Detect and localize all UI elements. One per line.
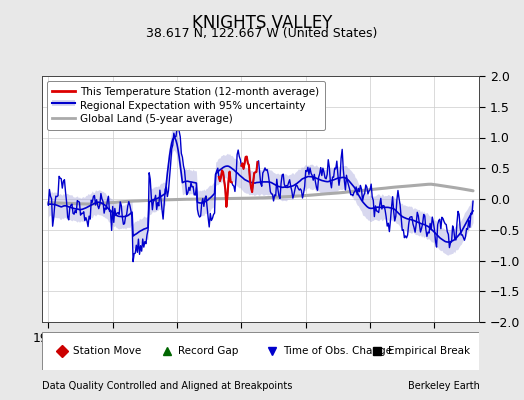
Text: KNIGHTS VALLEY: KNIGHTS VALLEY	[192, 14, 332, 32]
Text: Station Move: Station Move	[72, 346, 141, 356]
Text: Time of Obs. Change: Time of Obs. Change	[282, 346, 391, 356]
Text: Record Gap: Record Gap	[178, 346, 238, 356]
Text: Empirical Break: Empirical Break	[388, 346, 470, 356]
Legend: This Temperature Station (12-month average), Regional Expectation with 95% uncer: This Temperature Station (12-month avera…	[47, 81, 325, 130]
Text: Data Quality Controlled and Aligned at Breakpoints: Data Quality Controlled and Aligned at B…	[42, 381, 292, 391]
Text: 38.617 N, 122.667 W (United States): 38.617 N, 122.667 W (United States)	[146, 27, 378, 40]
Text: Berkeley Earth: Berkeley Earth	[408, 381, 479, 391]
